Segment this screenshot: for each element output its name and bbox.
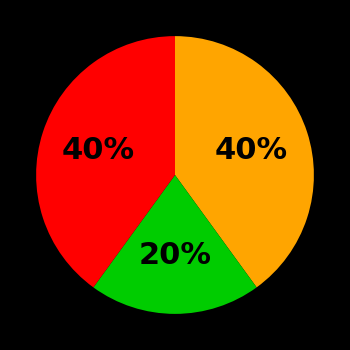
Wedge shape [175, 36, 314, 287]
Wedge shape [36, 36, 175, 287]
Text: 20%: 20% [139, 241, 211, 270]
Text: 40%: 40% [62, 135, 135, 164]
Text: 40%: 40% [215, 135, 288, 164]
Wedge shape [93, 175, 257, 314]
